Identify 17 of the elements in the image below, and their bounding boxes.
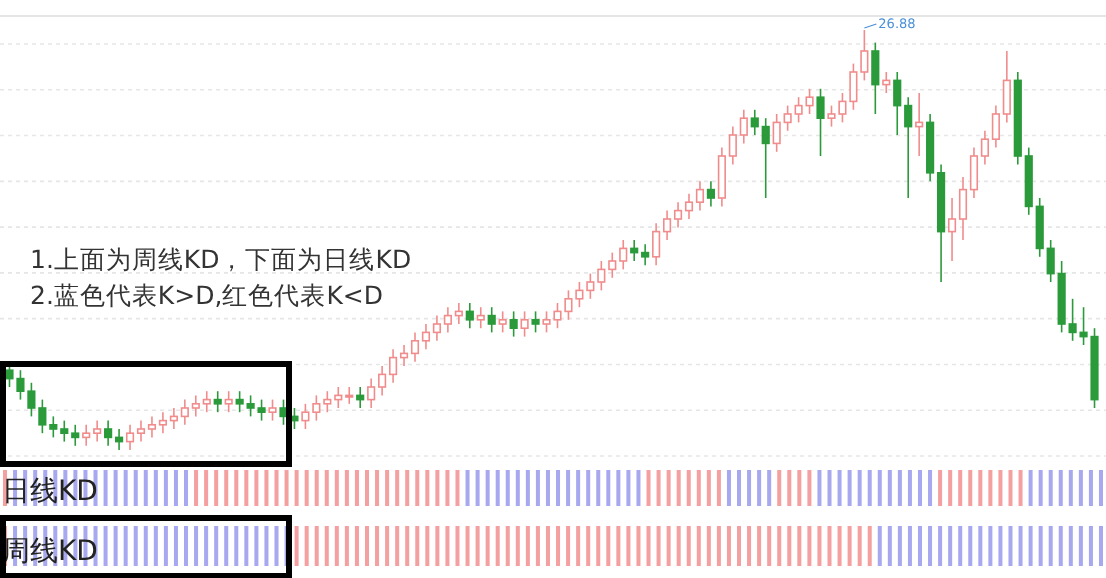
chart-title: 日线KD	[2, 476, 98, 508]
annotation: 1.上面为周线KD，下面为日线KD	[30, 244, 412, 274]
annotation: 2.蓝色代表K>D,红色代表K<D	[30, 280, 383, 310]
chart-title: 周线KD	[2, 536, 98, 568]
candlestick	[224, 390, 233, 413]
candlestick	[520, 310, 529, 338]
candlestick	[487, 306, 496, 334]
candlestick	[871, 41, 880, 115]
candlestick	[816, 88, 825, 157]
candlestick	[706, 180, 716, 208]
candlestick	[465, 302, 474, 329]
candlestick	[531, 310, 540, 334]
candlestick	[213, 390, 222, 413]
candlestick	[268, 398, 277, 422]
candlestick	[498, 310, 507, 334]
candlestick	[476, 306, 485, 329]
candlestick	[509, 310, 518, 338]
